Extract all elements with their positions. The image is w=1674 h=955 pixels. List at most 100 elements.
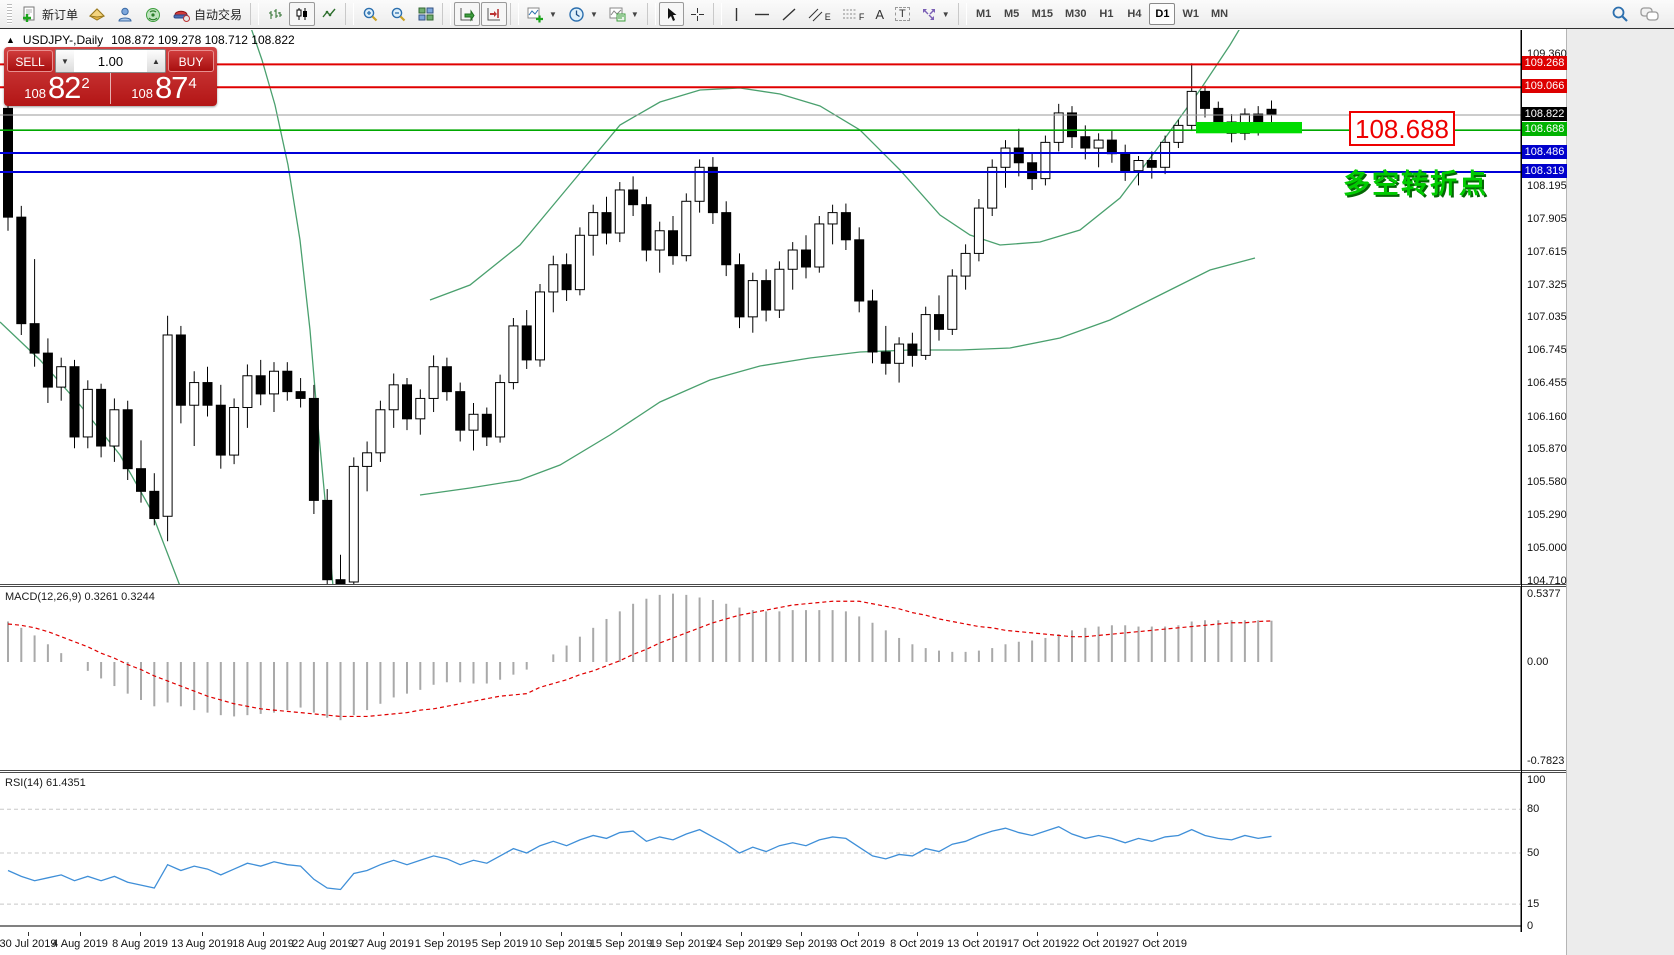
panel-separator[interactable] xyxy=(0,584,1566,587)
sell-price[interactable]: 108 82 2 xyxy=(4,72,111,104)
toolbar-separator xyxy=(646,3,656,25)
date-label: 17 Oct 2019 xyxy=(1007,938,1067,950)
chat-button[interactable] xyxy=(1635,2,1664,26)
profile-button[interactable] xyxy=(112,2,139,26)
toolbar-separator xyxy=(345,3,355,25)
date-tick xyxy=(263,932,264,936)
date-label: 13 Aug 2019 xyxy=(171,938,233,950)
gold-chart-button[interactable] xyxy=(84,2,111,26)
channel-icon xyxy=(808,8,823,21)
label-tool-letter: T xyxy=(894,7,910,21)
timeframe-button-w1[interactable]: W1 xyxy=(1177,3,1204,25)
price-callout-box[interactable]: 108.688 xyxy=(1349,111,1455,146)
volume-decrease-button[interactable]: ▼ xyxy=(56,50,74,72)
date-tick xyxy=(140,932,141,936)
date-tick xyxy=(443,932,444,936)
date-label: 5 Sep 2019 xyxy=(471,938,529,950)
chart-shift-button[interactable] xyxy=(481,2,508,26)
auto-scroll-button[interactable] xyxy=(454,2,481,26)
price-tick-label: 106.455 xyxy=(1527,377,1567,390)
buy-button[interactable]: BUY xyxy=(168,50,214,72)
horizontal-line-button[interactable] xyxy=(749,2,775,26)
price-tick-label: 108.195 xyxy=(1527,179,1567,192)
rsi-tick-label: 50 xyxy=(1527,847,1540,859)
search-button[interactable] xyxy=(1606,2,1634,26)
indicators-button[interactable]: ▼ xyxy=(522,2,562,26)
bar-chart-icon xyxy=(269,9,283,19)
vertical-line-button[interactable] xyxy=(725,2,748,26)
date-axis[interactable]: 30 Jul 2019 4 Aug 2019 8 Aug 2019 13 Aug 20… xyxy=(0,932,1566,955)
date-label: 22 Aug 2019 xyxy=(292,938,354,950)
timeframe-button-m30[interactable]: M30 xyxy=(1060,3,1091,25)
dropdown-caret-icon: ▼ xyxy=(549,9,557,19)
sell-button[interactable]: SELL xyxy=(7,50,53,72)
zoom-in-icon xyxy=(363,7,378,21)
periods-button[interactable]: ▼ xyxy=(563,2,603,26)
autotrading-button[interactable]: 自动交易 xyxy=(168,2,247,26)
signal-icon xyxy=(146,7,161,22)
arrows-button[interactable]: ▼ xyxy=(916,2,955,26)
crosshair-button[interactable] xyxy=(685,2,710,26)
date-label: 1 Sep 2019 xyxy=(414,938,472,950)
line-chart-icon xyxy=(322,8,336,18)
periods-clock-icon xyxy=(569,6,584,22)
price-tag: 109.066 xyxy=(1522,79,1567,94)
rsi-tick-label: 100 xyxy=(1527,774,1546,786)
candlestick-series xyxy=(3,63,1277,584)
timeframe-button-m5[interactable]: M5 xyxy=(999,3,1025,25)
chart-symbol-period: USDJPY-,Daily xyxy=(22,33,104,47)
price-tick-label: 107.035 xyxy=(1527,311,1567,324)
chart-shift-icon xyxy=(487,8,501,21)
tile-windows-button[interactable] xyxy=(413,2,439,26)
date-label: 27 Aug 2019 xyxy=(352,938,414,950)
highlight-rectangle[interactable] xyxy=(1196,121,1302,134)
volume-increase-button[interactable]: ▲ xyxy=(147,50,165,72)
timeframe-button-m15[interactable]: M15 xyxy=(1027,3,1058,25)
auto-scroll-icon xyxy=(460,8,475,22)
macd-chart-canvas[interactable] xyxy=(0,587,1566,770)
chart-ohlc-values: 108.872 109.278 108.712 108.822 xyxy=(111,33,295,47)
panel-separator[interactable] xyxy=(0,770,1566,773)
timeframe-button-h4[interactable]: H4 xyxy=(1121,3,1147,25)
templates-button[interactable]: ▼ xyxy=(604,2,644,26)
signals-button[interactable] xyxy=(140,2,167,26)
date-label: 30 Jul 2019 xyxy=(0,938,57,950)
timeframe-button-h1[interactable]: H1 xyxy=(1093,3,1119,25)
bollinger-band-line xyxy=(251,30,334,584)
rsi-tick-label: 0 xyxy=(1527,920,1534,932)
date-label: 8 Oct 2019 xyxy=(890,938,944,950)
price-tick-label: 105.290 xyxy=(1527,509,1567,522)
timeframe-button-d1[interactable]: D1 xyxy=(1149,3,1176,25)
fibonacci-button[interactable]: F xyxy=(837,2,870,26)
bollinger-band-line xyxy=(0,321,180,584)
date-tick xyxy=(383,932,384,936)
horizontal-line-icon xyxy=(754,13,769,15)
date-label: 22 Oct 2019 xyxy=(1067,938,1127,950)
chart-title: ▲ USDJPY-,Daily 108.872 109.278 108.712 … xyxy=(6,33,295,47)
price-tag: 108.688 xyxy=(1522,122,1567,137)
candlestick-chart-button[interactable] xyxy=(289,2,316,26)
fibonacci-icon xyxy=(842,9,857,18)
date-label: 27 Oct 2019 xyxy=(1127,938,1187,950)
collapse-triangle-icon[interactable]: ▲ xyxy=(6,35,15,45)
timeframe-button-mn[interactable]: MN xyxy=(1206,3,1233,25)
text-label-button[interactable]: T xyxy=(890,2,915,26)
price-tick-label: 106.745 xyxy=(1527,344,1567,357)
new-order-button[interactable]: 新订单 xyxy=(16,2,83,26)
line-chart-button[interactable] xyxy=(316,2,342,26)
cursor-button[interactable] xyxy=(658,2,684,26)
zoom-out-button[interactable] xyxy=(385,2,412,26)
rsi-chart-canvas[interactable] xyxy=(0,773,1566,932)
price-chart-canvas[interactable] xyxy=(0,30,1566,584)
equidistant-channel-button[interactable]: E xyxy=(803,2,836,26)
date-tick xyxy=(681,932,682,936)
text-button[interactable]: A xyxy=(870,2,889,26)
volume-input[interactable] xyxy=(74,50,147,72)
toolbar-separator xyxy=(510,3,520,25)
date-label: 10 Sep 2019 xyxy=(529,938,593,950)
zoom-in-button[interactable] xyxy=(357,2,384,26)
timeframe-button-m1[interactable]: M1 xyxy=(971,3,997,25)
bar-chart-button[interactable] xyxy=(262,2,288,26)
buy-price[interactable]: 108 87 4 xyxy=(111,72,217,104)
trendline-button[interactable] xyxy=(776,2,802,26)
